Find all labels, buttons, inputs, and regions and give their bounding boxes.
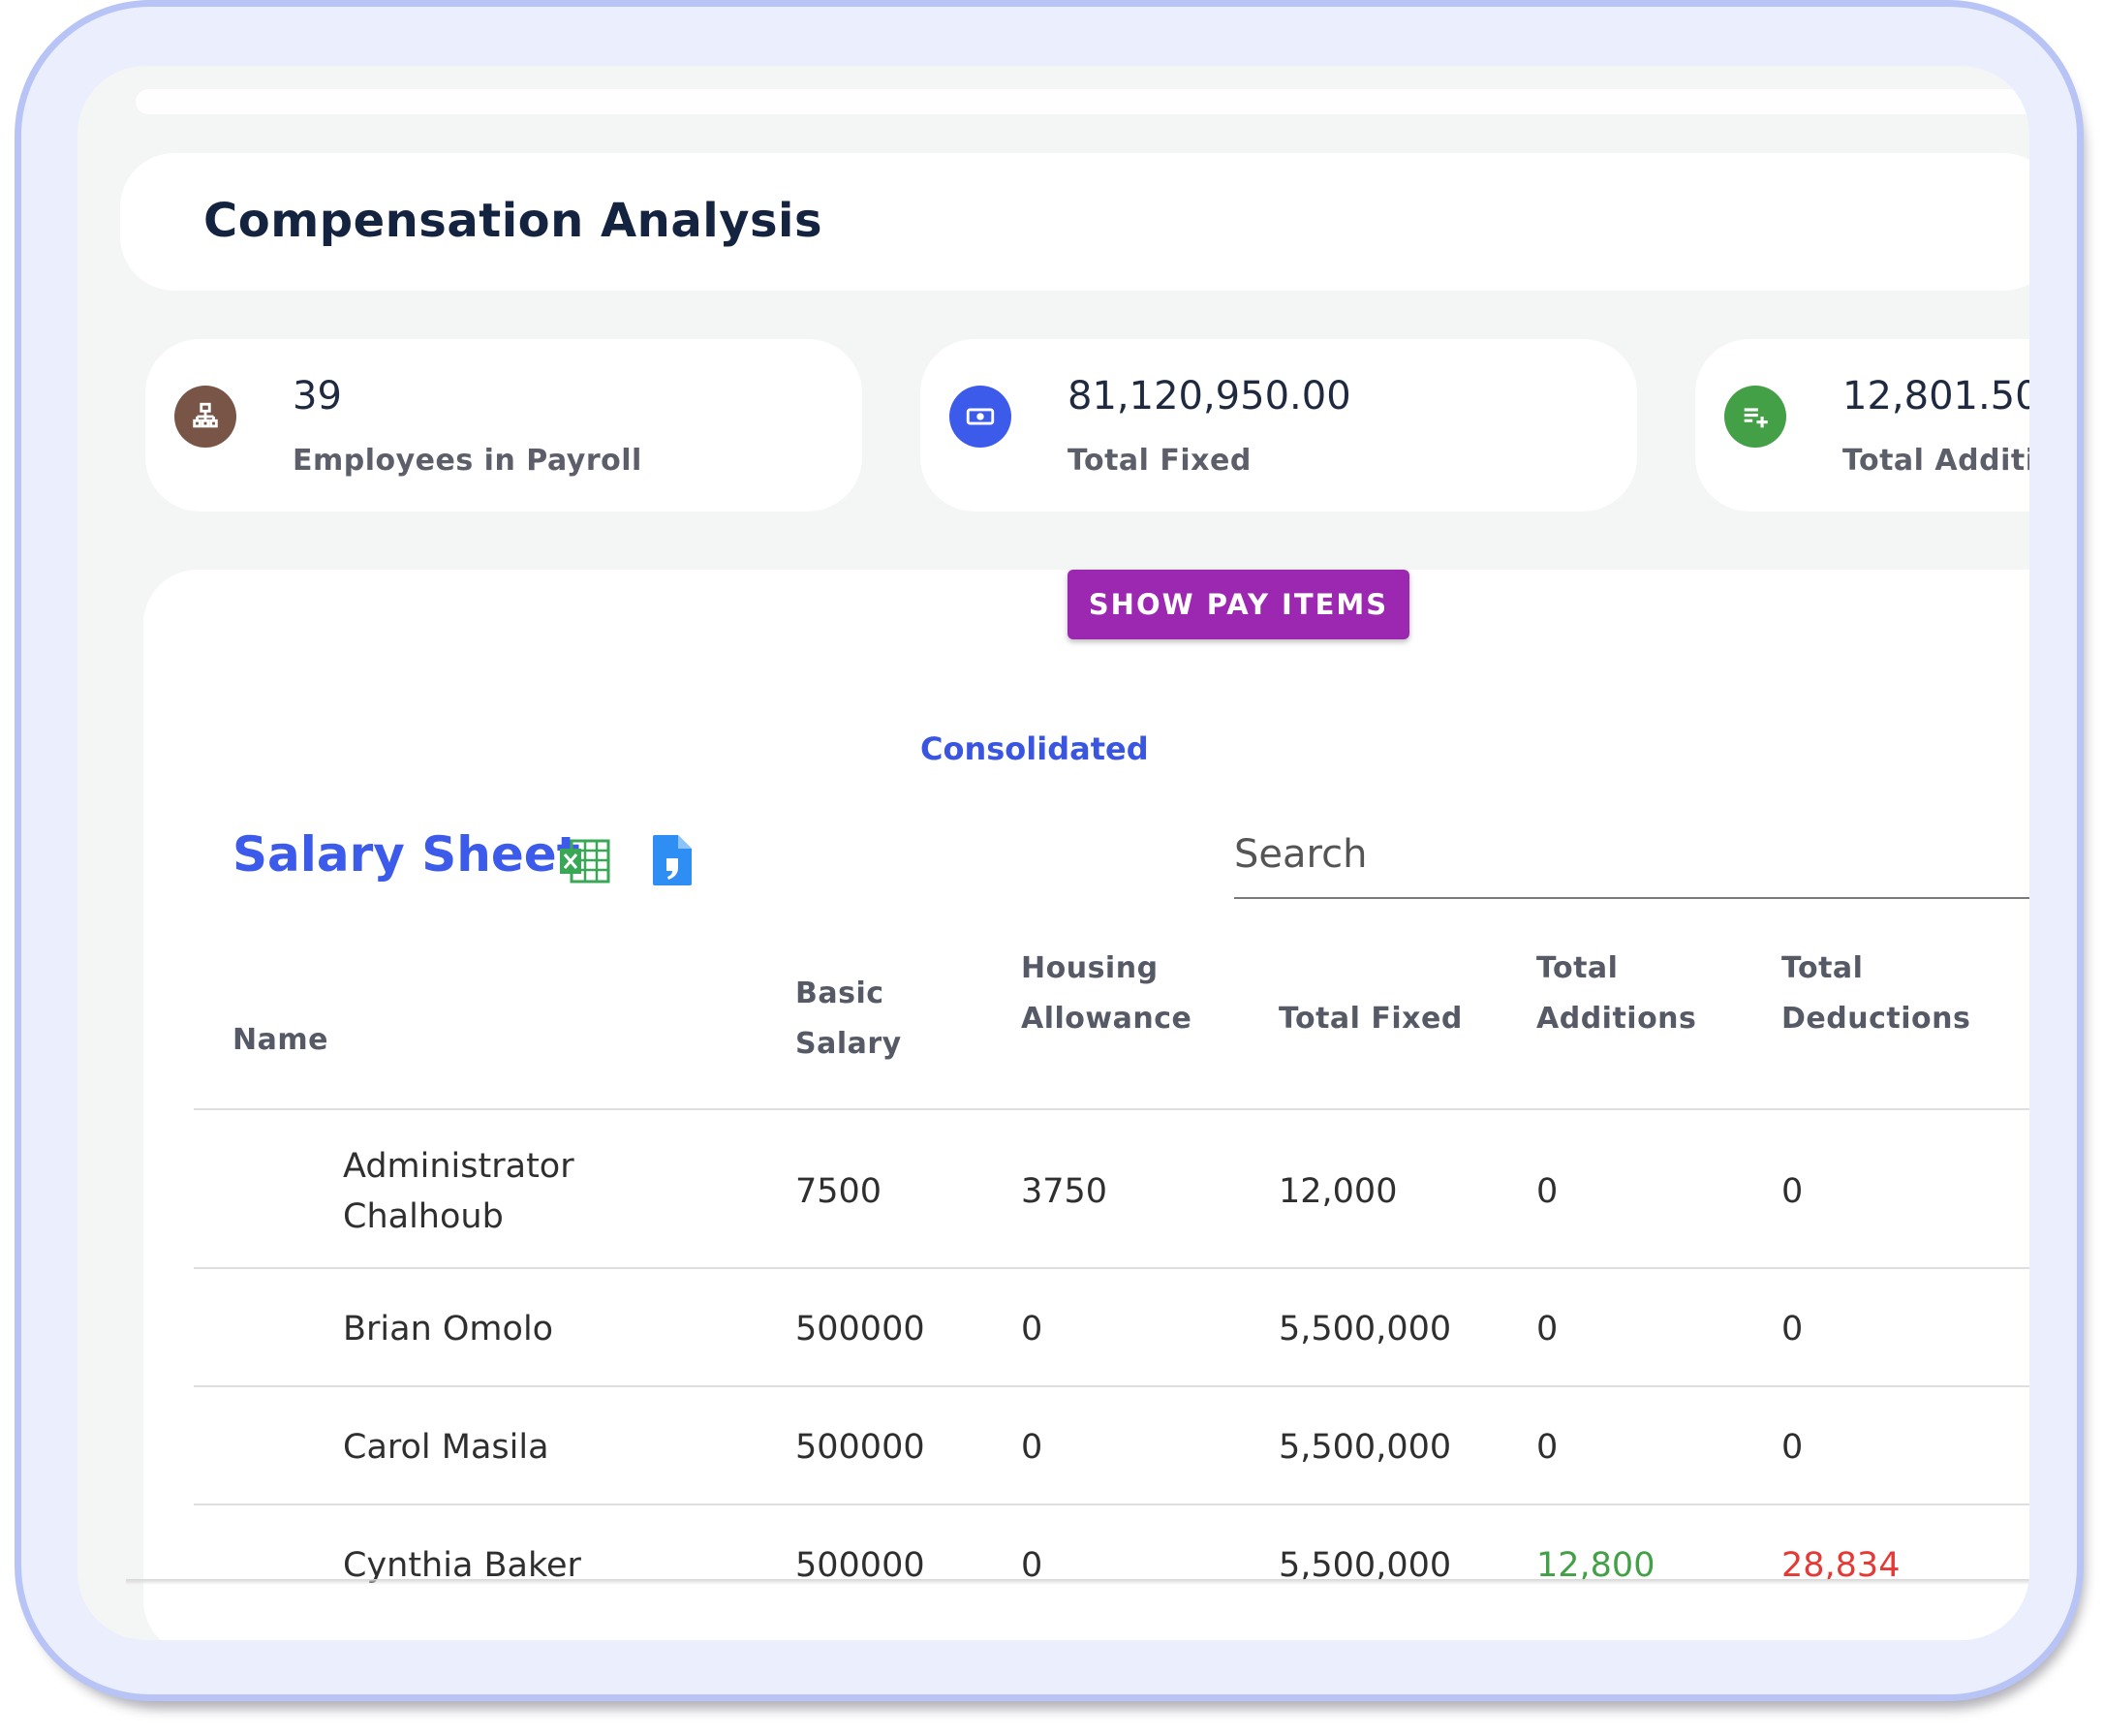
- top-strip: [136, 89, 2029, 114]
- page-title: Compensation Analysis: [203, 194, 823, 248]
- stat-value: 39: [293, 374, 342, 418]
- column-header-total-deductions[interactable]: Total Deductions: [1781, 951, 1971, 1036]
- column-header-total-additions[interactable]: Total Additions: [1536, 951, 1697, 1036]
- stat-card-total-fixed: 81,120,950.00 Total Fixed: [920, 339, 1637, 512]
- table-cell-housing: 0: [1021, 1546, 1043, 1585]
- table-cell-fixed: 5,500,000: [1279, 1546, 1452, 1585]
- table-cell-housing: 0: [1021, 1310, 1043, 1348]
- search-input[interactable]: [1234, 812, 2029, 899]
- stat-label: Employees in Payroll: [293, 444, 642, 478]
- app-screen: Compensation Analysis 39 Employees in Pa…: [77, 66, 2029, 1640]
- salary-sheet-card: [143, 570, 2029, 1640]
- table-cell-name: Brian Omolo: [343, 1310, 554, 1348]
- table-cell-housing: 0: [1021, 1428, 1043, 1467]
- column-header-total-fixed[interactable]: Total Fixed: [1279, 1002, 1463, 1036]
- column-header-name[interactable]: Name: [232, 1023, 328, 1057]
- table-divider: [194, 1108, 2029, 1110]
- card-bottom-edge: [126, 1579, 2029, 1585]
- table-divider: [194, 1267, 2029, 1269]
- stat-label: Total Additions: [1842, 444, 2029, 478]
- stat-card-employees: 39 Employees in Payroll: [145, 339, 862, 512]
- table-cell-fixed: 5,500,000: [1279, 1428, 1452, 1467]
- stat-value: 12,801.50: [1842, 374, 2029, 418]
- table-cell-basic: 500000: [795, 1310, 925, 1348]
- table-cell-housing: 3750: [1021, 1172, 1108, 1211]
- table-divider: [194, 1385, 2029, 1387]
- table-cell-additions: 0: [1536, 1172, 1559, 1211]
- title-card: [120, 153, 2029, 291]
- stat-label: Total Fixed: [1067, 444, 1252, 478]
- table-cell-additions: 0: [1536, 1428, 1559, 1467]
- table-cell-fixed: 12,000: [1279, 1172, 1398, 1211]
- money-icon: [949, 386, 1011, 448]
- table-cell-deductions: 0: [1781, 1428, 1804, 1467]
- table-cell-deductions: 0: [1781, 1310, 1804, 1348]
- document-icon[interactable]: [651, 833, 694, 887]
- table-cell-basic: 7500: [795, 1172, 882, 1211]
- table-cell-fixed: 5,500,000: [1279, 1310, 1452, 1348]
- excel-icon[interactable]: [558, 837, 610, 885]
- org-chart-icon: [174, 386, 236, 448]
- stat-value: 81,120,950.00: [1067, 374, 1351, 418]
- table-cell-name: Carol Masila: [343, 1428, 549, 1467]
- table-cell-additions: 12,800: [1536, 1546, 1655, 1585]
- show-pay-items-button[interactable]: SHOW PAY ITEMS: [1067, 570, 1409, 639]
- table-cell-name: Cynthia Baker: [343, 1546, 581, 1585]
- column-header-basic-salary[interactable]: Basic Salary: [795, 976, 902, 1061]
- table-cell-basic: 500000: [795, 1428, 925, 1467]
- stat-card-total-additions: 12,801.50 Total Additions: [1695, 339, 2029, 512]
- consolidated-link[interactable]: Consolidated: [920, 730, 1149, 767]
- table-cell-deductions: 28,834: [1781, 1546, 1901, 1585]
- table-cell-name: Administrator Chalhoub: [343, 1147, 574, 1236]
- table-divider: [194, 1504, 2029, 1505]
- column-header-housing-allowance[interactable]: Housing Allowance: [1021, 951, 1192, 1036]
- salary-sheet-title: Salary Sheet: [232, 826, 580, 883]
- table-cell-additions: 0: [1536, 1310, 1559, 1348]
- add-list-icon: [1724, 386, 1786, 448]
- table-cell-basic: 500000: [795, 1546, 925, 1585]
- table-cell-deductions: 0: [1781, 1172, 1804, 1211]
